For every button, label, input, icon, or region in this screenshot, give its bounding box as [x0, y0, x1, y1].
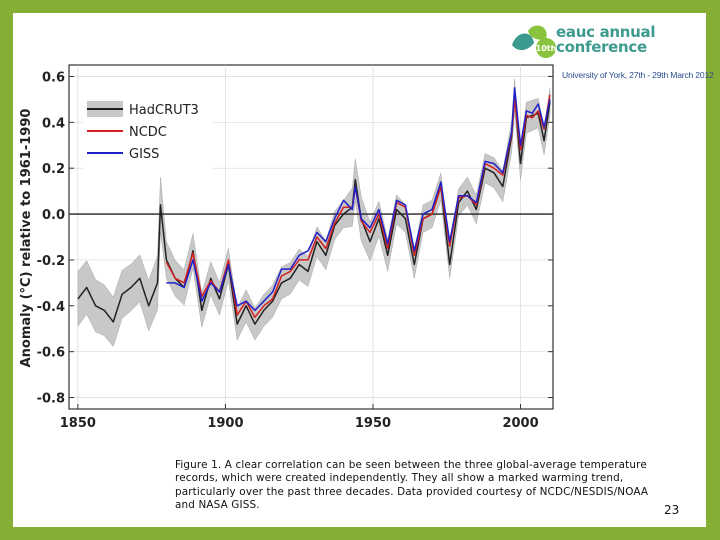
x-axis-ticks: 1850 1900 1950 2000 — [60, 404, 539, 431]
temperature-chart: 0.6 0.4 0.2 0.0 -0.2 -0.4 -0.6 -0.8 1850 1900 195… — [19, 64, 554, 431]
y-tick-label: -0.6 — [37, 346, 65, 361]
conference-logo: 10th eauc annual conference University o… — [510, 21, 714, 87]
y-tick-label: 0.2 — [42, 162, 65, 177]
y-tick-label: 0.0 — [42, 208, 65, 223]
y-tick-label: -0.4 — [37, 300, 65, 315]
y-axis-ticks: 0.6 0.4 0.2 0.0 -0.2 -0.4 -0.6 -0.8 — [37, 70, 553, 407]
y-tick-label: 0.4 — [42, 116, 65, 131]
logo-badge: 10th — [536, 44, 557, 53]
logo-line1: eauc annual — [556, 23, 656, 41]
legend-label-ncdc: NCDC — [129, 125, 167, 140]
y-tick-label: -0.2 — [37, 254, 65, 269]
series-lines — [77, 87, 551, 325]
y-tick-label: 0.6 — [42, 70, 65, 85]
series-line-hadcrut3 — [77, 94, 551, 325]
logo-subtitle: University of York, 27th - 29th March 20… — [562, 70, 714, 80]
page-number: 23 — [664, 503, 680, 517]
x-tick-label: 2000 — [502, 416, 538, 431]
slide: 10th eauc annual conference University o… — [13, 13, 714, 527]
series-line-giss — [166, 87, 551, 312]
y-tick-label: -0.8 — [37, 392, 65, 407]
legend-label-hadcrut3: HadCRUT3 — [129, 103, 199, 118]
uncertainty-band — [77, 78, 551, 348]
logo-leaf-icon: 10th — [512, 25, 557, 58]
y-axis-label: Anomaly (°C) relative to 1961-1990 — [19, 109, 34, 368]
figure-caption: Figure 1. A clear correlation can be see… — [175, 459, 649, 511]
x-tick-label: 1850 — [60, 416, 96, 431]
legend: HadCRUT3 NCDC GISS — [83, 97, 213, 169]
x-tick-label: 1900 — [207, 416, 243, 431]
logo-line2: conference — [556, 38, 647, 56]
legend-label-giss: GISS — [129, 147, 159, 162]
x-tick-label: 1950 — [355, 416, 391, 431]
logo-title: eauc annual conference — [556, 23, 656, 56]
